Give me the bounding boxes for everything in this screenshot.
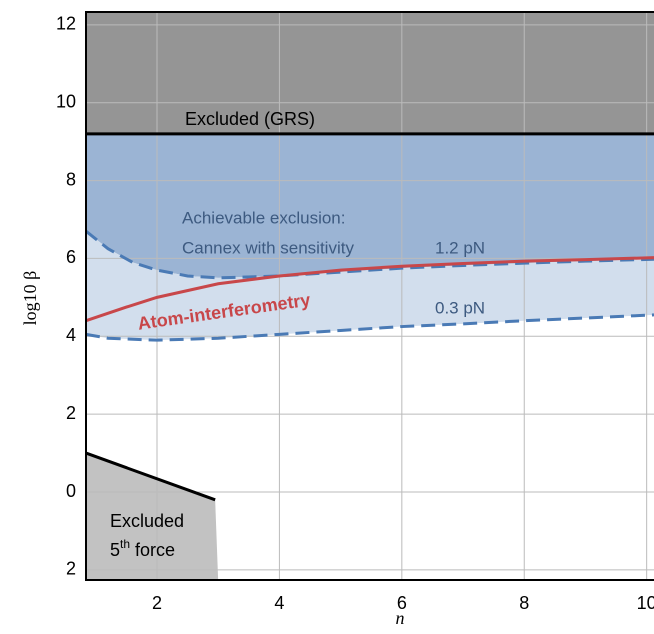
x-tick-label: 8 (519, 593, 529, 613)
plot-frame (85, 11, 654, 581)
annotation: 5th force (110, 537, 175, 560)
regions (86, 12, 654, 580)
annotation: Excluded (110, 511, 184, 531)
series-line (85, 256, 654, 323)
grid (86, 12, 654, 580)
y-tick-label: 6 (66, 247, 76, 267)
annotation-part: force (130, 540, 175, 560)
x-tick-label: 10 (637, 593, 654, 613)
y-tick-label: 2 (66, 403, 76, 423)
y-tick-label: 4 (66, 325, 76, 345)
y-tick-label: 8 (66, 169, 76, 189)
x-tick-label: 2 (152, 593, 162, 613)
y-tick-label: 12 (56, 14, 76, 34)
annotation: Achievable exclusion: (182, 208, 345, 227)
series-line (85, 313, 654, 342)
y-tick-label: 0 (66, 481, 76, 501)
x-tick-label: 4 (274, 593, 284, 613)
series-label: 0.3 pN (435, 298, 485, 317)
y-tick-label: 2 (66, 559, 76, 579)
series-label: 1.2 pN (435, 238, 485, 257)
x-tick-label: 6 (397, 593, 407, 613)
series-label: Excluded (GRS) (185, 109, 315, 129)
y-axis-label: log10 β (20, 271, 40, 326)
annotation: Cannex with sensitivity (182, 238, 354, 257)
region (86, 133, 654, 278)
annotation-part: th (120, 537, 130, 551)
x-axis-label: n (396, 608, 405, 628)
lines (85, 132, 654, 502)
y-tick-label: 10 (56, 91, 76, 111)
series-line (85, 451, 216, 502)
series-line (85, 230, 654, 280)
region (86, 12, 654, 134)
annotation-part: 5 (110, 540, 120, 560)
region (86, 453, 219, 580)
region (86, 231, 654, 341)
